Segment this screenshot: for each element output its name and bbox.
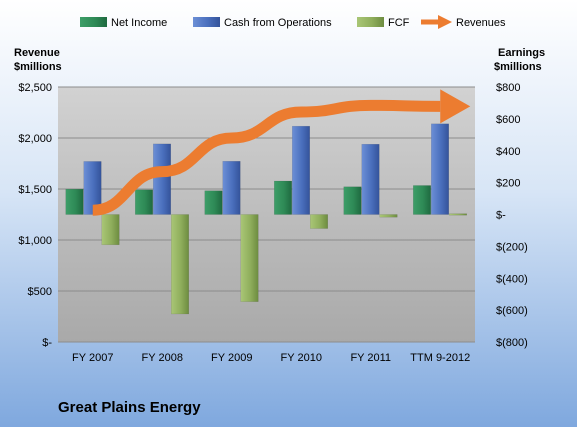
x-tick-label: FY 2008 xyxy=(142,352,183,364)
x-tick-label: FY 2009 xyxy=(211,352,252,364)
bar-cash-from-operations xyxy=(222,161,241,215)
bar-net-income xyxy=(413,185,431,215)
bar-net-income xyxy=(204,190,223,215)
legend-label-cash-from-operations: Cash from Operations xyxy=(224,17,332,29)
legend-label-net-income: Net Income xyxy=(111,17,167,29)
bar-net-income xyxy=(274,180,292,215)
legend-swatch-net-income xyxy=(80,17,107,27)
bar-cash-from-operations xyxy=(361,143,380,215)
bars xyxy=(65,123,467,315)
left-tick-label: $500 xyxy=(28,286,52,298)
bar-cash-from-operations xyxy=(431,123,449,215)
bar-fcf xyxy=(379,214,398,218)
legend: Net Income Cash from Operations FCF Reve… xyxy=(80,15,506,29)
right-axis-label-line2: $millions xyxy=(494,61,542,73)
bar-cash-from-operations xyxy=(153,143,171,215)
bar-fcf xyxy=(171,214,189,315)
left-axis-label-line2: $millions xyxy=(14,61,62,73)
left-axis-ticks: $- $500 $1,000 $1,500 $2,000 $2,500 xyxy=(18,82,52,349)
bar-cash-from-operations xyxy=(292,125,310,215)
left-tick-label: $1,000 xyxy=(18,235,52,247)
right-tick-label: $(600) xyxy=(496,305,528,317)
right-tick-label: $(200) xyxy=(496,241,528,253)
right-tick-label: $800 xyxy=(496,82,520,94)
x-axis-ticks: FY 2007 FY 2008 FY 2009 FY 2010 FY 2011 TTM 9… xyxy=(72,352,470,364)
bar-net-income xyxy=(65,188,84,215)
legend-swatch-fcf xyxy=(357,17,384,27)
right-tick-label: $- xyxy=(496,210,506,222)
legend-arrow-head xyxy=(438,15,452,29)
right-axis-label-line1: Earnings xyxy=(498,47,545,59)
chart-title: Great Plains Energy xyxy=(58,399,201,416)
bar-fcf xyxy=(310,214,328,229)
left-tick-label: $1,500 xyxy=(18,184,52,196)
bar-cash-from-operations xyxy=(83,161,102,215)
bar-fcf xyxy=(240,214,259,302)
bar-net-income xyxy=(135,189,153,215)
left-tick-label: $2,000 xyxy=(18,133,52,145)
bar-net-income xyxy=(343,186,362,215)
legend-label-fcf: FCF xyxy=(388,17,410,29)
revenue-line-layer xyxy=(92,89,471,216)
left-axis-label-line1: Revenue xyxy=(14,47,60,59)
x-tick-label: TTM 9-2012 xyxy=(410,352,470,364)
right-tick-label: $600 xyxy=(496,114,520,126)
right-tick-label: $(800) xyxy=(496,337,528,349)
revenue-line xyxy=(92,99,441,216)
x-tick-label: FY 2010 xyxy=(281,352,322,364)
right-tick-label: $200 xyxy=(496,178,520,190)
bar-fcf xyxy=(449,213,467,216)
revenue-arrow-head xyxy=(440,89,471,124)
legend-label-revenues: Revenues xyxy=(456,17,506,29)
x-tick-label: FY 2011 xyxy=(350,352,391,364)
right-tick-label: $400 xyxy=(496,146,520,158)
left-tick-label: $2,500 xyxy=(18,82,52,94)
bar-fcf xyxy=(101,214,120,246)
gridlines xyxy=(58,86,475,343)
left-tick-label: $- xyxy=(42,337,52,349)
legend-swatch-cash-from-operations xyxy=(193,17,220,27)
right-tick-label: $(400) xyxy=(496,273,528,285)
right-axis-ticks: $(800) $(600) $(400) $(200) $- $200 $400 $600 $8… xyxy=(496,82,528,349)
x-tick-label: FY 2007 xyxy=(72,352,113,364)
